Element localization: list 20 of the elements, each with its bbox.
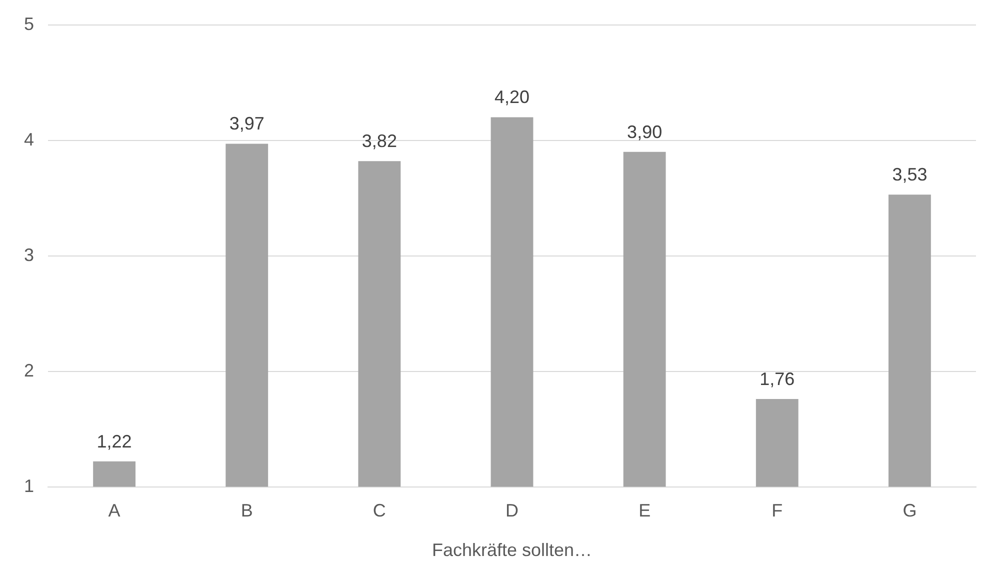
y-tick-label: 2 [24, 360, 34, 380]
data-label: 4,20 [494, 87, 530, 108]
data-label: 1,22 [96, 431, 132, 452]
x-tick-label: C [372, 500, 386, 521]
data-label: 3,53 [892, 164, 928, 185]
x-tick-label: B [240, 500, 253, 521]
x-tick-label: D [506, 500, 519, 521]
y-tick-label: 4 [24, 129, 34, 150]
y-tick-label: 5 [24, 14, 34, 34]
data-label: 3,97 [229, 114, 264, 134]
y-tick-label: 3 [24, 244, 34, 265]
x-tick-label: E [638, 500, 651, 521]
data-label: 1,76 [760, 368, 795, 389]
data-label: 3,82 [362, 131, 397, 152]
y-tick-label: 1 [24, 476, 34, 496]
x-tick-label: F [772, 500, 783, 521]
x-tick-label: A [108, 500, 120, 521]
data-label: 3,90 [627, 122, 662, 142]
x-tick-label: G [902, 500, 917, 521]
x-axis-title: Fachkräfte sollten… [432, 540, 592, 560]
